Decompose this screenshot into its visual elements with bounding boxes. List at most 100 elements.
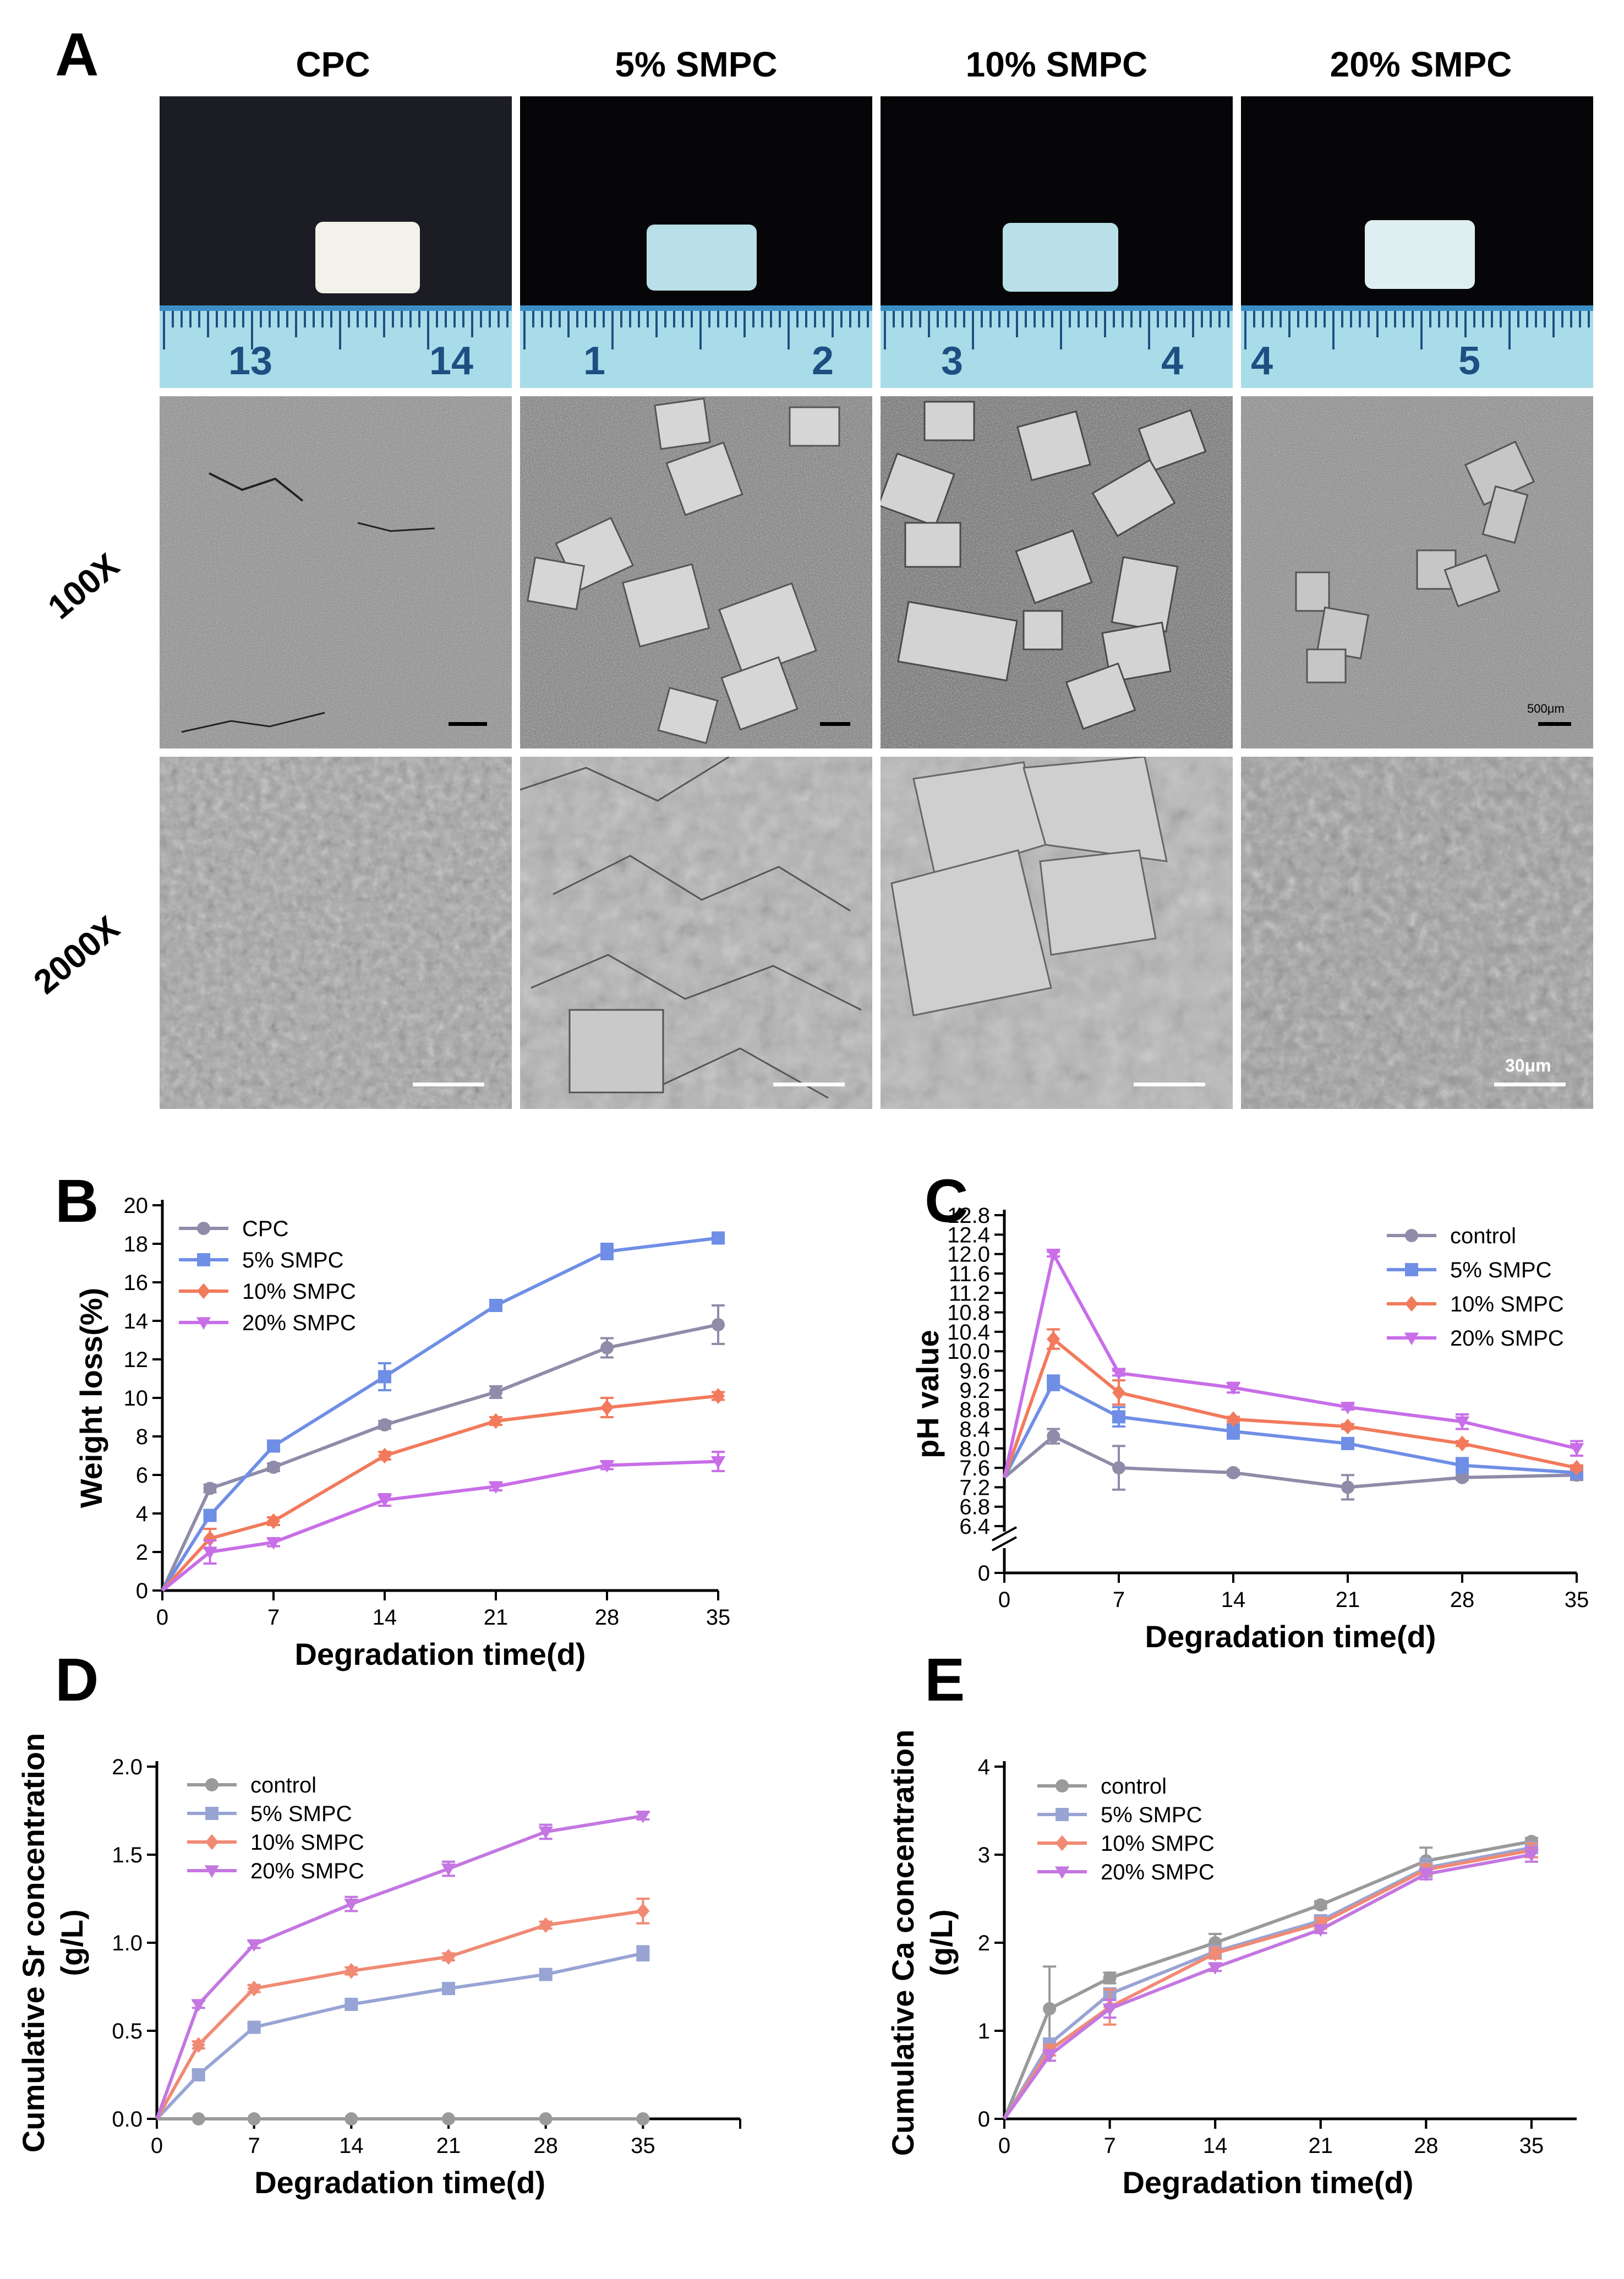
y-tick-label: 0.0 [112,2107,143,2132]
data-point [442,1982,455,1996]
y-tick-label: 6.8 [959,1495,990,1520]
data-point [1047,1429,1060,1443]
series-10-smpc [1003,1328,1583,1478]
data-point [1341,1480,1354,1494]
ruler-label: 4 [1161,339,1184,383]
y-tick-label: 6.4 [959,1515,990,1539]
series-line [155,1814,643,2120]
series-10-smpc [161,1388,725,1592]
y-axis-label: Cumulative Ca concentration [885,1730,920,2156]
data-point [1226,1382,1241,1395]
data-point [600,1245,614,1258]
x-tick-label: 21 [1308,2134,1333,2158]
y-tick-label: 4 [978,1755,990,1779]
data-point [1405,1263,1418,1276]
y-axis-label: (g/L) [924,1909,959,1976]
data-point [192,2112,205,2125]
legend-label: 20% SMPC [242,1311,356,1335]
y-tick-label: 10 [124,1386,149,1411]
series-line [1003,1249,1577,1478]
y-tick-label: 12.0 [947,1243,990,1267]
x-tick-label: 28 [595,1605,620,1630]
data-point [1112,1410,1125,1424]
axis-break-mark [992,1536,1017,1551]
sem-100x-5-smpc [520,396,872,748]
series-control [1003,1428,1583,1501]
ruler-label: 13 [228,339,273,383]
x-tick-label: 21 [484,1605,508,1630]
data-point [1456,1458,1469,1472]
series-line [161,1323,719,1592]
series-line [155,1909,643,2120]
y-tick-label: 6 [136,1463,148,1488]
x-tick-label: 7 [248,2134,260,2158]
data-point [203,1546,217,1560]
data-point [191,1999,206,2012]
panel-letter-a: A [55,21,99,89]
data-point [1340,1402,1355,1414]
y-tick-label: 4 [136,1502,148,1526]
y-axis-label: (g/L) [54,1909,89,1976]
series-5-smpc [161,1231,725,1592]
x-tick-label: 28 [1450,1588,1475,1612]
data-point [539,2112,553,2125]
x-axis-label: Degradation time(d) [1145,1619,1436,1654]
legend-label: control [1101,1774,1167,1799]
chart-ph-value: C 6.46.87.27.68.08.48.89.29.610.010.410.8… [910,1167,1589,1654]
series-20-smpc [161,1451,726,1592]
ruler-label: 2 [812,339,834,383]
y-tick-label: 0 [978,1561,990,1586]
x-tick-label: 21 [436,2134,461,2158]
data-point [1456,1435,1469,1452]
y-tick-label: 1 [978,2019,990,2043]
data-point [344,1899,359,1911]
data-point [196,1317,211,1330]
series-control [1003,1835,1538,2120]
sem-100x-20-smpc: 500μm [1241,396,1593,748]
legend-label: 10% SMPC [250,1830,364,1855]
data-point [1405,1296,1418,1312]
data-point [1102,2003,1117,2016]
x-tick-label: 7 [267,1605,280,1630]
legend-label: 5% SMPC [242,1248,344,1272]
column-title-20-smpc: 20% SMPC [1330,45,1512,84]
series-line [1003,1846,1532,2120]
data-point [247,2112,261,2125]
data-point [1042,2050,1057,2063]
series-5-smpc [1003,1841,1538,2120]
y-tick-label: 0 [136,1579,148,1603]
data-point [1056,1808,1069,1821]
legend-label: 10% SMPC [242,1280,356,1304]
x-tick-label: 14 [1203,2134,1228,2158]
series-cpc [161,1304,725,1592]
data-point [204,1865,220,1878]
sem-2000x-cpc [160,757,512,1109]
data-point [203,1531,217,1546]
panel-letter-e: E [925,1646,965,1714]
y-tick-label: 8 [136,1425,148,1449]
y-tick-label: 11.2 [949,1281,990,1305]
legend-label: 20% SMPC [250,1859,364,1883]
data-point [377,1494,392,1507]
x-tick-label: 0 [151,2134,163,2158]
legend-label: 10% SMPC [1101,1832,1215,1856]
data-point [599,1460,615,1473]
chart-sr-concentration: D 0.0 0.5 1.0 1.5 2.0 0 7 14 21 28 35 Degradation ti… [16,1646,741,2200]
data-point [266,1537,281,1550]
data-point [197,1222,210,1235]
series-10-smpc [155,1898,650,2120]
ruler-label: 3 [941,339,964,383]
data-point [538,1826,553,1839]
data-point [1047,1376,1060,1390]
chart-weight-loss: B 0 2 4 6 8 10 12 14 16 18 20 0 7 14 21 28 35 Degradation … [55,1167,730,1671]
data-point [1046,1249,1061,1261]
data-point [197,1253,210,1266]
x-tick-label: 14 [1221,1588,1246,1612]
data-point [1227,1411,1240,1428]
data-point [636,1903,650,1919]
data-point [345,2112,358,2125]
data-point [636,1811,650,1823]
ruler-label: 4 [1251,339,1273,383]
data-point [489,1413,502,1429]
data-point [488,1481,504,1494]
